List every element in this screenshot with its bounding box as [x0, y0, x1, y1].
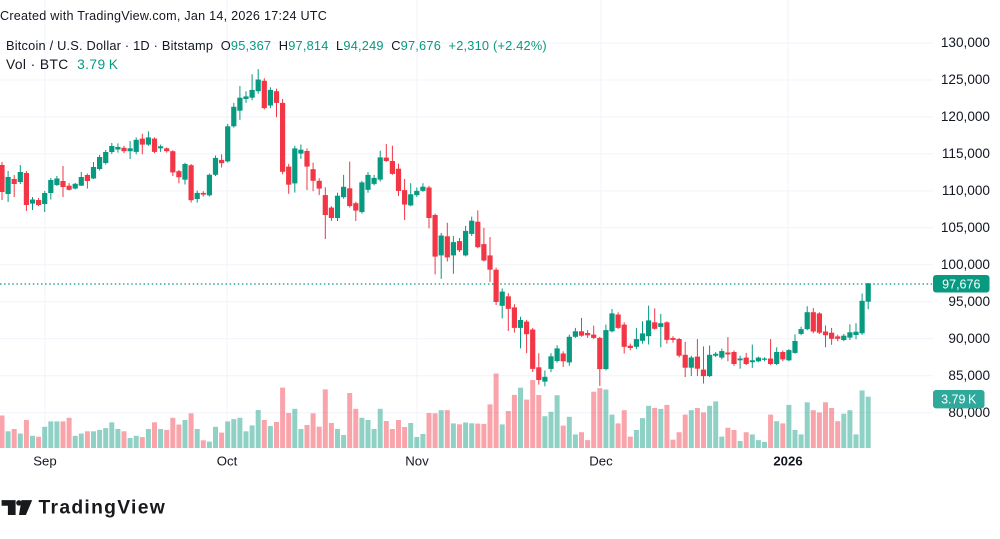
- svg-text:110,000: 110,000: [942, 183, 991, 198]
- svg-text:3.79 K: 3.79 K: [941, 393, 977, 407]
- svg-text:2026: 2026: [773, 453, 802, 468]
- svg-text:80,000: 80,000: [948, 405, 990, 420]
- svg-text:97,676: 97,676: [942, 277, 980, 291]
- svg-text:100,000: 100,000: [941, 257, 991, 272]
- svg-text:95,000: 95,000: [948, 294, 990, 309]
- svg-text:130,000: 130,000: [941, 35, 991, 50]
- svg-text:105,000: 105,000: [941, 220, 991, 235]
- svg-text:Dec: Dec: [589, 453, 613, 468]
- svg-text:TradingView: TradingView: [39, 497, 167, 518]
- svg-text:90,000: 90,000: [948, 331, 990, 346]
- svg-text:115,000: 115,000: [942, 146, 991, 161]
- svg-text:Nov: Nov: [405, 453, 429, 468]
- svg-text:120,000: 120,000: [941, 109, 991, 124]
- svg-text:Sep: Sep: [33, 453, 56, 468]
- svg-text:125,000: 125,000: [941, 72, 991, 87]
- svg-text:85,000: 85,000: [948, 368, 990, 383]
- svg-text:Oct: Oct: [217, 453, 238, 468]
